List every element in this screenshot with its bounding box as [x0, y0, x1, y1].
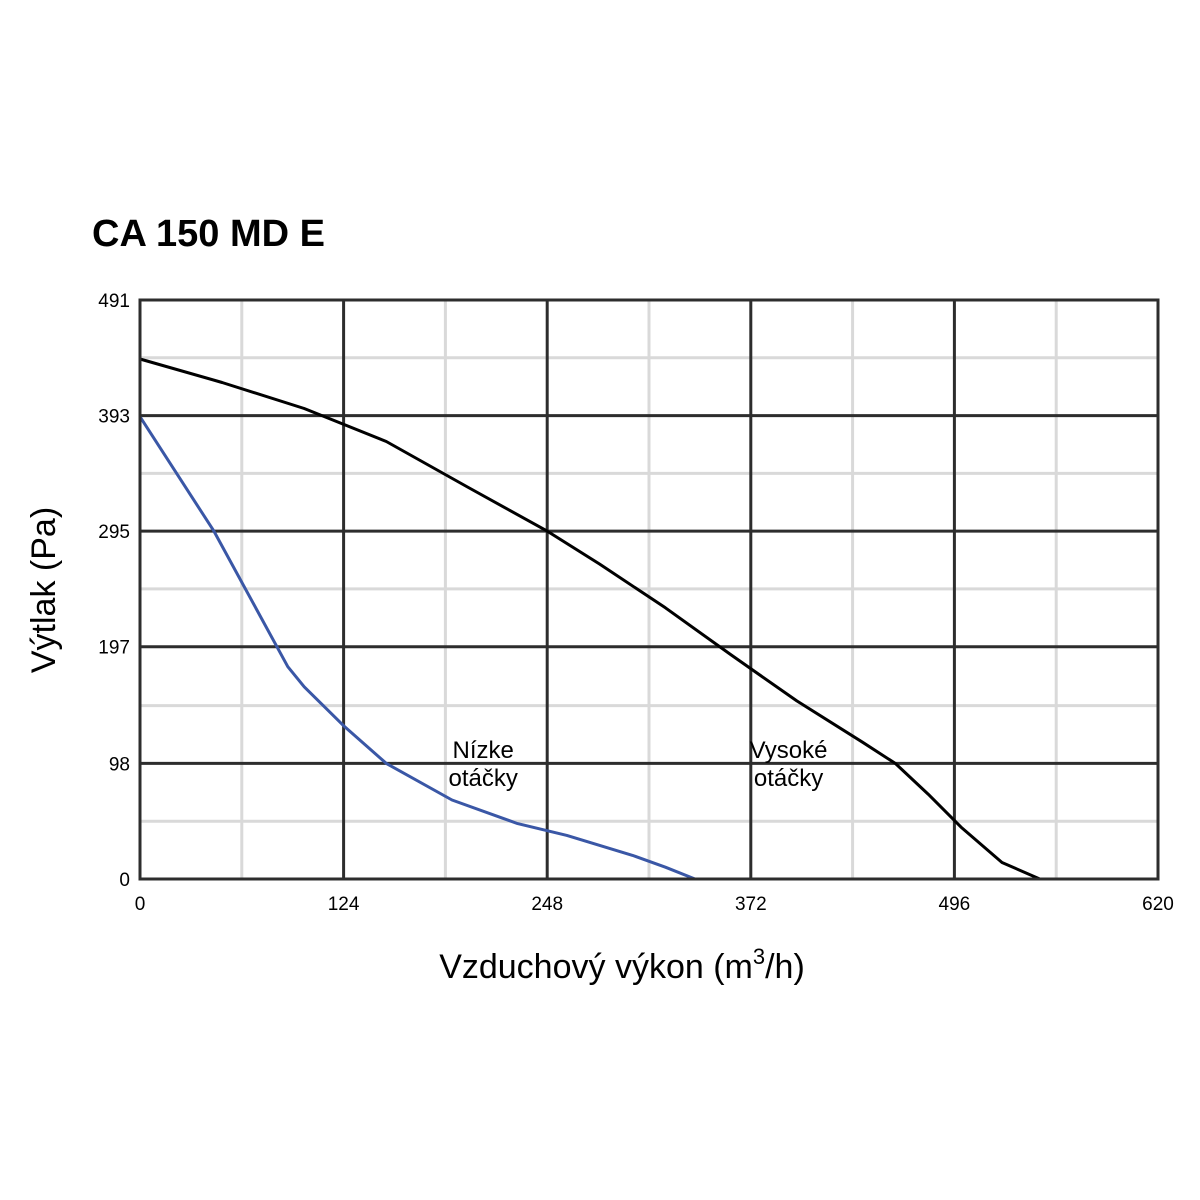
y-tick-label: 98	[109, 754, 130, 775]
x-tick-label: 248	[531, 894, 563, 915]
series-line-1	[138, 415, 696, 881]
series-label-1: otáčky	[448, 765, 517, 792]
minor-grid	[140, 300, 1158, 879]
x-tick-label: 620	[1142, 894, 1174, 915]
series-label-0: Vysoké	[750, 737, 828, 764]
x-axis-label: Vzduchový výkon (m3/h)	[439, 944, 805, 986]
x-tick-labels: 0 124 248 372 496 620	[135, 894, 1174, 915]
chart-title: CA 150 MD E	[92, 213, 325, 255]
x-tick-label: 496	[939, 894, 971, 915]
y-tick-label: 197	[98, 638, 130, 659]
y-tick-label: 393	[98, 407, 130, 428]
y-tick-label: 0	[119, 870, 130, 891]
series-label-0: otáčky	[754, 765, 823, 792]
x-tick-label: 0	[135, 894, 146, 915]
y-tick-label: 491	[98, 291, 130, 312]
y-tick-label: 295	[98, 522, 130, 543]
x-tick-label: 372	[735, 894, 767, 915]
plot-frame	[138, 298, 1160, 881]
x-tick-label: 124	[328, 894, 360, 915]
series-layer	[138, 357, 1041, 881]
y-axis-label: Výtlak (Pa)	[25, 507, 63, 673]
series-label-1: Nízke	[452, 737, 513, 764]
y-tick-labels: 0 98 197 295 393 491	[98, 291, 130, 891]
series-line-0	[139, 357, 1041, 881]
